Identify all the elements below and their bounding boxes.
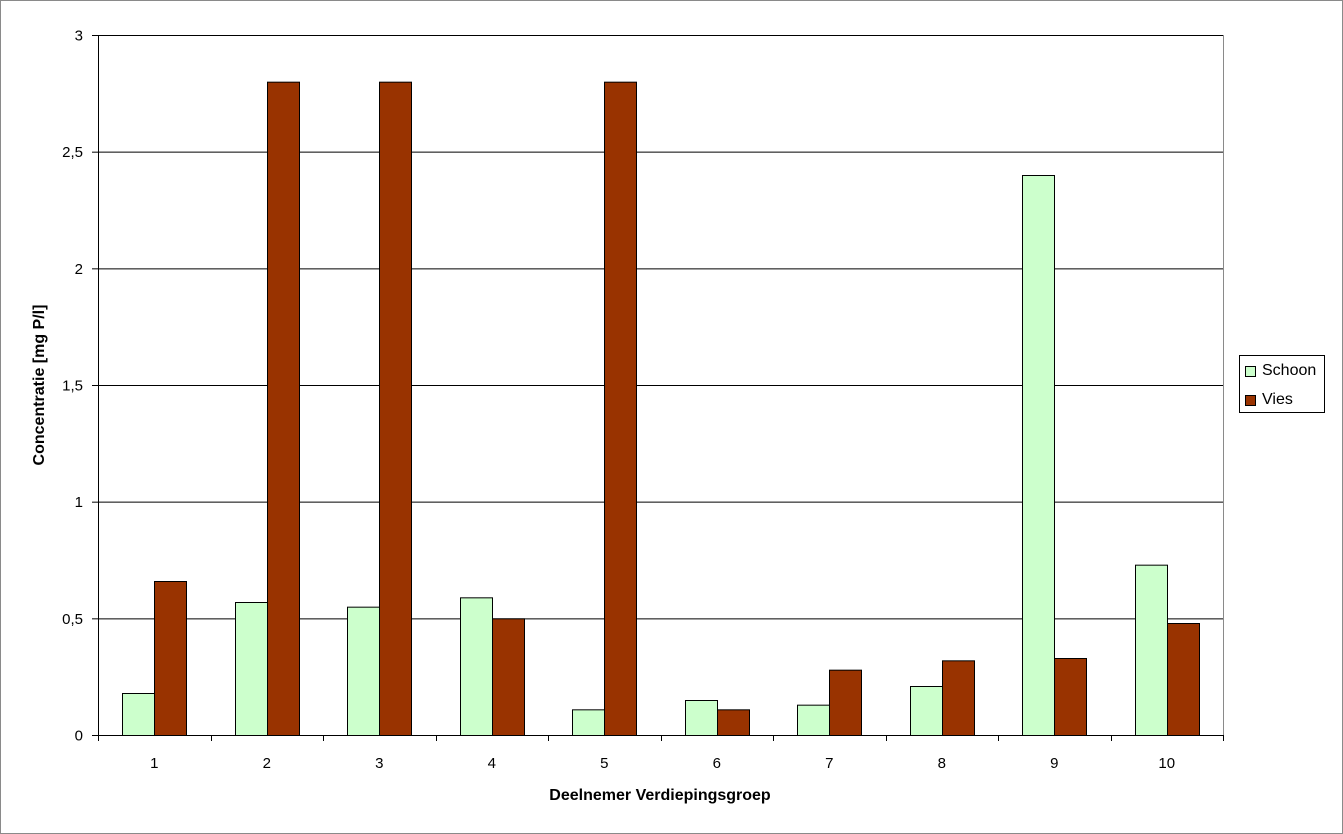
y-tick-label: 0,5 xyxy=(62,611,83,628)
bar-vies-6 xyxy=(717,709,750,736)
bar-schoon-1 xyxy=(122,693,155,736)
legend-label-vies: Vies xyxy=(1262,391,1293,408)
y-tick-label: 3 xyxy=(75,28,83,45)
legend-item-schoon: Schoon xyxy=(1245,361,1316,381)
bar-vies-8 xyxy=(942,660,975,736)
bar-schoon-10 xyxy=(1135,564,1168,737)
bar-vies-7 xyxy=(829,669,862,737)
bar-schoon-7 xyxy=(797,704,830,737)
bar-schoon-8 xyxy=(910,686,943,736)
x-tick-label: 5 xyxy=(600,755,608,772)
bar-schoon-5 xyxy=(572,709,605,736)
x-tick-label: 3 xyxy=(375,755,383,772)
x-tick-label: 8 xyxy=(938,755,946,772)
x-tick-label: 1 xyxy=(150,755,158,772)
y-tick-label: 1,5 xyxy=(62,378,83,395)
bar-schoon-4 xyxy=(460,597,493,736)
x-tick-label: 7 xyxy=(825,755,833,772)
x-tick-label: 4 xyxy=(488,755,496,772)
bar-vies-3 xyxy=(379,81,412,736)
bar-vies-5 xyxy=(604,81,637,736)
bar-vies-10 xyxy=(1167,623,1200,736)
legend-label-schoon: Schoon xyxy=(1262,362,1317,379)
bar-schoon-6 xyxy=(685,700,718,736)
y-axis-title: Concentratie [mg P/l] xyxy=(31,305,48,466)
axes xyxy=(92,35,1224,741)
y-tick-label: 2,5 xyxy=(62,144,83,161)
legend-swatch-vies xyxy=(1245,394,1256,406)
legend-item-vies: Vies xyxy=(1245,390,1293,410)
y-tick-label: 2 xyxy=(75,261,83,278)
bar-vies-2 xyxy=(267,81,300,736)
x-tick-label: 9 xyxy=(1050,755,1058,772)
legend: Schoon Vies xyxy=(1239,355,1325,413)
bar-schoon-2 xyxy=(235,602,268,736)
x-tick-labels: 1 2 3 4 5 6 7 8 9 10 xyxy=(150,755,1175,772)
bar-schoon-3 xyxy=(347,606,380,737)
x-tick-label: 6 xyxy=(713,755,721,772)
x-tick-label: 2 xyxy=(263,755,271,772)
y-tick-label: 1 xyxy=(75,494,83,511)
legend-swatch-schoon xyxy=(1245,365,1256,377)
y-tick-label: 0 xyxy=(75,728,83,745)
bars xyxy=(122,81,1200,737)
x-axis-title: Deelnemer Verdiepingsgroep xyxy=(549,787,771,804)
bar-vies-1 xyxy=(154,581,187,736)
bar-vies-4 xyxy=(492,618,525,736)
y-tick-labels: 0 0,5 1 1,5 2 2,5 3 xyxy=(62,28,83,745)
bar-vies-9 xyxy=(1054,658,1087,736)
bar-schoon-9 xyxy=(1022,175,1055,736)
x-tick-label: 10 xyxy=(1158,755,1175,772)
